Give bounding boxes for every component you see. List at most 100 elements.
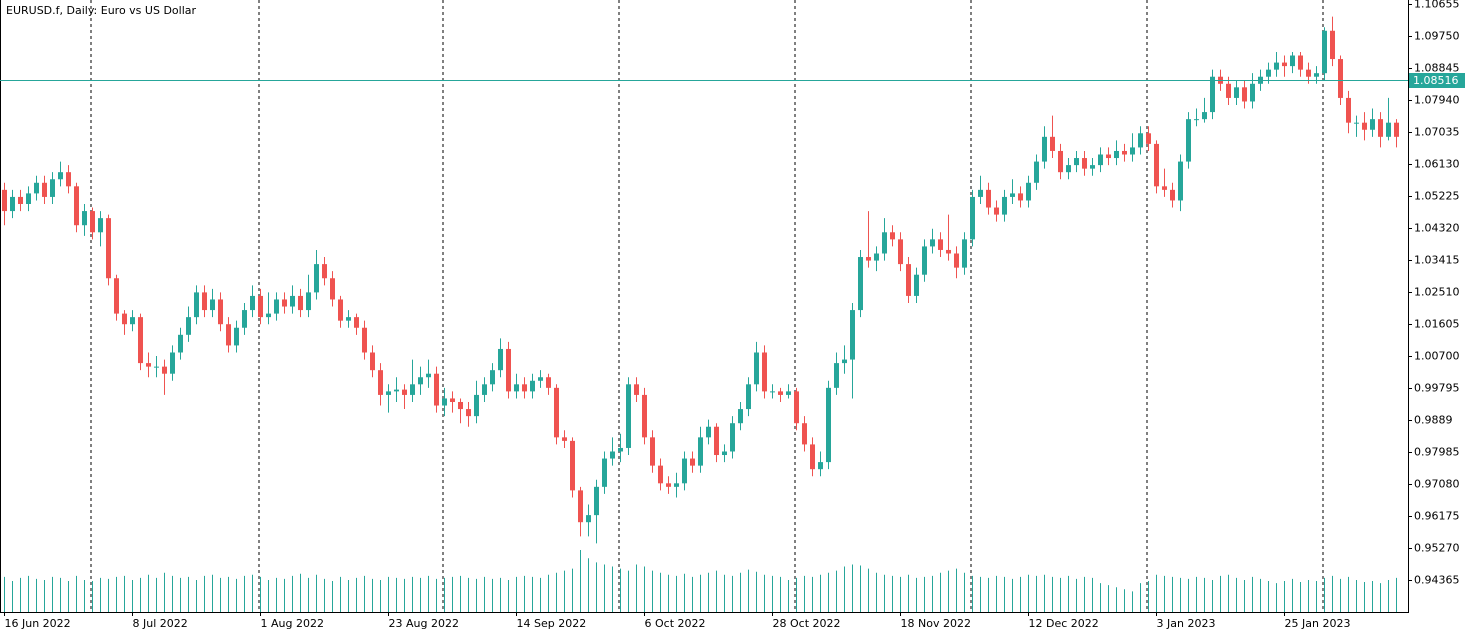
candle-body — [682, 458, 687, 484]
candle-body — [626, 384, 631, 448]
candle-body — [154, 366, 159, 368]
candle-body — [74, 186, 79, 226]
candle-body — [290, 295, 295, 307]
candle-body — [874, 253, 879, 261]
candle-body — [666, 483, 671, 487]
candle-body — [1186, 119, 1191, 162]
candle-body — [1266, 69, 1271, 77]
y-tick-label: 1.01605 — [1414, 318, 1460, 331]
candle-body — [266, 313, 271, 318]
candle-body — [66, 172, 71, 187]
candle-body — [170, 352, 175, 374]
candle-body — [826, 387, 831, 463]
candle-body — [922, 246, 927, 275]
candle-body — [1362, 122, 1367, 130]
candle-body — [1274, 62, 1279, 70]
y-tick-label: 1.08845 — [1414, 62, 1460, 75]
candle-body — [314, 264, 319, 293]
candle-body — [954, 253, 959, 268]
y-tick-label: 1.06130 — [1414, 158, 1460, 171]
price-label: 1.08516 — [1413, 74, 1459, 87]
candle-body — [498, 348, 503, 371]
candle-body — [1002, 196, 1007, 215]
candle-body — [610, 451, 615, 459]
candle-body — [178, 334, 183, 353]
candle-body — [1066, 165, 1071, 173]
y-tick-label: 1.05225 — [1414, 190, 1460, 203]
candle-body — [658, 465, 663, 484]
candle-body — [346, 317, 351, 321]
candle-body — [2, 189, 7, 212]
candle-body — [298, 295, 303, 311]
candle-body — [1290, 55, 1295, 67]
candle-body — [1298, 55, 1303, 70]
candle-body — [1034, 161, 1039, 183]
candle-body — [242, 310, 247, 328]
y-tick-label: 0.96175 — [1414, 510, 1460, 523]
candle-body — [1242, 87, 1247, 102]
candle-body — [1010, 193, 1015, 197]
candle-body — [1178, 161, 1183, 201]
candle-body — [1162, 186, 1167, 190]
candle-body — [722, 451, 727, 456]
candle-body — [1202, 112, 1207, 120]
candle-body — [810, 444, 815, 470]
candle-body — [50, 179, 55, 197]
candle-body — [250, 295, 255, 311]
candle-body — [898, 239, 903, 265]
candle-body — [1058, 150, 1063, 173]
candle-body — [370, 352, 375, 371]
candle-body — [970, 196, 975, 240]
candle-body — [1226, 83, 1231, 98]
candle-body — [306, 292, 311, 311]
candle-body — [210, 299, 215, 311]
candle-body — [1170, 189, 1175, 201]
candle-body — [1354, 122, 1359, 124]
candle-body — [1090, 165, 1095, 169]
candle-body — [138, 317, 143, 364]
candle-body — [778, 391, 783, 395]
y-tick-label: 1.07035 — [1414, 126, 1460, 139]
candle-body — [1338, 59, 1343, 98]
candle-body — [1018, 193, 1023, 201]
candle-body — [34, 182, 39, 194]
x-tick-label: 23 Aug 2022 — [389, 617, 459, 630]
y-tick-label: 1.10655 — [1414, 0, 1460, 11]
candle-body — [362, 327, 367, 353]
candle-body — [450, 398, 455, 402]
candle-body — [82, 211, 87, 226]
candle-body — [794, 391, 799, 424]
candle-body — [98, 218, 103, 233]
candle-body — [1346, 97, 1351, 123]
x-tick-label: 18 Nov 2022 — [901, 617, 971, 630]
candle-body — [586, 515, 591, 523]
candle-body — [978, 189, 983, 197]
candle-body — [818, 462, 823, 470]
candle-body — [1098, 154, 1103, 166]
candle-body — [322, 264, 327, 279]
x-tick-label: 25 Jan 2023 — [1285, 617, 1351, 630]
y-tick-label: 1.07940 — [1414, 94, 1460, 107]
candle-body — [410, 384, 415, 395]
candle-body — [1082, 158, 1087, 169]
x-tick-label: 12 Dec 2022 — [1029, 617, 1099, 630]
candle-body — [1138, 133, 1143, 148]
candle-body — [114, 278, 119, 314]
candle-body — [706, 426, 711, 438]
y-tick-label: 0.95270 — [1414, 542, 1460, 555]
candle-body — [394, 389, 399, 392]
candle-body — [522, 384, 527, 392]
candle-body — [674, 483, 679, 487]
x-tick-label: 16 Jun 2022 — [5, 617, 71, 630]
chart-title: EURUSD.f, Daily: Euro vs US Dollar — [6, 4, 196, 17]
candle-body — [122, 313, 127, 325]
candle-body — [258, 295, 263, 318]
candle-body — [458, 401, 463, 410]
candle-body — [842, 359, 847, 364]
candle-body — [714, 426, 719, 456]
candle-body — [274, 299, 279, 314]
candle-body — [538, 377, 543, 381]
candle-body — [42, 182, 47, 197]
candle-body — [282, 299, 287, 307]
candle-body — [906, 264, 911, 296]
